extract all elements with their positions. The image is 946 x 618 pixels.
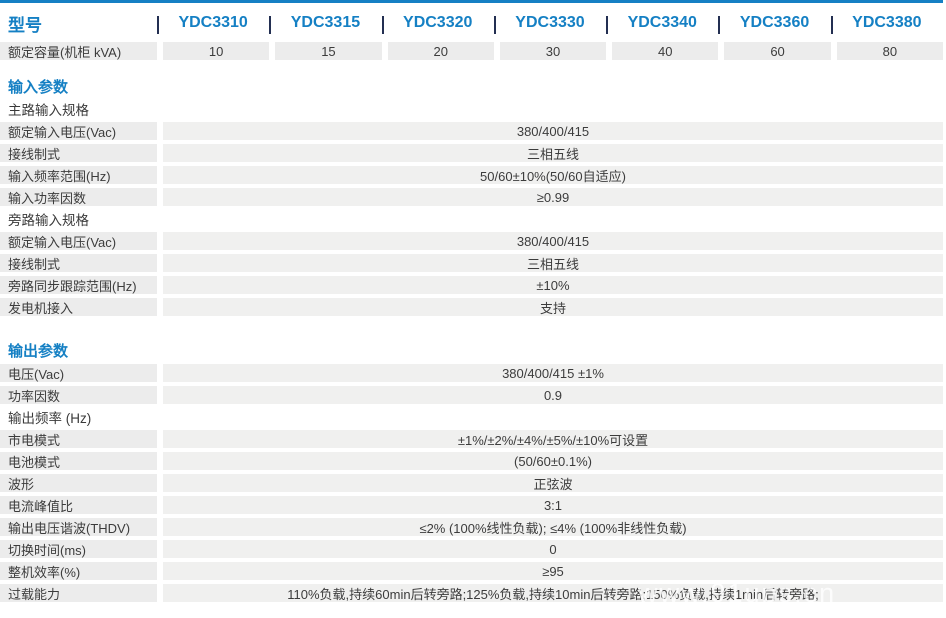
model-name: YDC3340 [606, 14, 718, 34]
table-row: 额定输入电压(Vac) 380/400/415 [0, 122, 943, 140]
row-label: 市电模式 [0, 430, 157, 448]
table-row: 过载能力 110%负载,持续60min后转旁路;125%负载,持续10min后转… [0, 584, 943, 602]
subsection-header: 主路输入规格 [0, 100, 946, 118]
table-row: 旁路同步跟踪范围(Hz) ±10% [0, 276, 943, 294]
capacity-value: 80 [836, 42, 943, 60]
row-label: 波形 [0, 474, 157, 492]
table-row: 整机效率(%) ≥95 [0, 562, 943, 580]
model-name: YDC3380 [830, 14, 943, 34]
row-label: 过载能力 [0, 584, 157, 602]
row-value: 50/60±10%(50/60自适应) [163, 166, 943, 184]
row-label: 接线制式 [0, 254, 157, 272]
row-value: ≤2% (100%线性负载); ≤4% (100%非线性负载) [163, 518, 943, 536]
model-name: YDC3320 [381, 14, 494, 34]
table-row: 切换时间(ms) 0 [0, 540, 943, 558]
capacity-value: 15 [275, 42, 382, 60]
subsection-label: 输出频率 (Hz) [8, 411, 92, 426]
table-row: 输入功率因数 ≥0.99 [0, 188, 943, 206]
section-title-output: 输出参数 [8, 343, 69, 360]
capacity-value: 40 [612, 42, 719, 60]
row-label: 输入功率因数 [0, 188, 157, 206]
table-row: 输出电压谐波(THDV) ≤2% (100%线性负载); ≤4% (100%非线… [0, 518, 943, 536]
row-value: ≥95 [163, 562, 943, 580]
row-value: 3:1 [163, 496, 943, 514]
subsection-header: 旁路输入规格 [0, 210, 946, 228]
table-row: 接线制式 三相五线 [0, 144, 943, 162]
table-row: 接线制式 三相五线 [0, 254, 943, 272]
row-label: 整机效率(%) [0, 562, 157, 580]
model-name: YDC3330 [493, 14, 606, 34]
row-value: 380/400/415 [163, 232, 943, 250]
row-label: 额定输入电压(Vac) [0, 122, 157, 140]
row-label: 输入频率范围(Hz) [0, 166, 157, 184]
row-label: 功率因数 [0, 386, 157, 404]
row-value: ±1%/±2%/±4%/±5%/±10%可设置 [163, 430, 943, 448]
row-value: 正弦波 [163, 474, 943, 492]
table-row: 发电机接入 支持 [0, 298, 943, 316]
row-value: 380/400/415 ±1% [163, 364, 943, 382]
row-label: 旁路同步跟踪范围(Hz) [0, 276, 157, 294]
model-header-label: 型号 [8, 15, 42, 35]
section-title-input: 输入参数 [8, 79, 69, 96]
row-value: ±10% [163, 276, 943, 294]
table-row: 功率因数 0.9 [0, 386, 943, 404]
capacity-value: 60 [724, 42, 831, 60]
row-label: 发电机接入 [0, 298, 157, 316]
table-row: 电池模式 (50/60±0.1%) [0, 452, 943, 470]
model-name: YDC3315 [269, 14, 381, 34]
row-label: 额定输入电压(Vac) [0, 232, 157, 250]
model-name: YDC3360 [718, 14, 830, 34]
table-row: 输入频率范围(Hz) 50/60±10%(50/60自适应) [0, 166, 943, 184]
row-value: (50/60±0.1%) [163, 452, 943, 470]
row-value: 110%负载,持续60min后转旁路;125%负载,持续10min后转旁路;15… [163, 584, 943, 602]
row-value: 0 [163, 540, 943, 558]
table-row: 电流峰值比 3:1 [0, 496, 943, 514]
subsection-label: 旁路输入规格 [8, 213, 89, 228]
row-value: ≥0.99 [163, 188, 943, 206]
row-label: 接线制式 [0, 144, 157, 162]
top-accent-border [0, 0, 943, 3]
row-value: 支持 [163, 298, 943, 316]
capacity-value: 20 [387, 42, 494, 60]
table-row: 额定输入电压(Vac) 380/400/415 [0, 232, 943, 250]
table-row: 市电模式 ±1%/±2%/±4%/±5%/±10%可设置 [0, 430, 943, 448]
row-value: 0.9 [163, 386, 943, 404]
row-label: 电流峰值比 [0, 496, 157, 514]
row-label: 切换时间(ms) [0, 540, 157, 558]
model-header-row: 型号 YDC3310 YDC3315 YDC3320 YDC3330 YDC33… [0, 8, 943, 38]
row-label: 电池模式 [0, 452, 157, 470]
table-row: 波形 正弦波 [0, 474, 943, 492]
capacity-row: 额定容量(机柜 kVA) 10 15 20 30 40 60 80 [0, 42, 943, 60]
row-label: 输出电压谐波(THDV) [0, 518, 157, 536]
capacity-value: 10 [163, 42, 270, 60]
table-row: 电压(Vac) 380/400/415 ±1% [0, 364, 943, 382]
capacity-value: 30 [499, 42, 607, 60]
row-value: 三相五线 [163, 144, 943, 162]
subsection-header: 输出频率 (Hz) [0, 408, 946, 426]
row-label: 额定容量(机柜 kVA) [0, 42, 157, 60]
row-value: 三相五线 [163, 254, 943, 272]
row-label: 电压(Vac) [0, 364, 157, 382]
model-name: YDC3310 [157, 14, 269, 34]
row-value: 380/400/415 [163, 122, 943, 140]
subsection-label: 主路输入规格 [8, 103, 89, 118]
